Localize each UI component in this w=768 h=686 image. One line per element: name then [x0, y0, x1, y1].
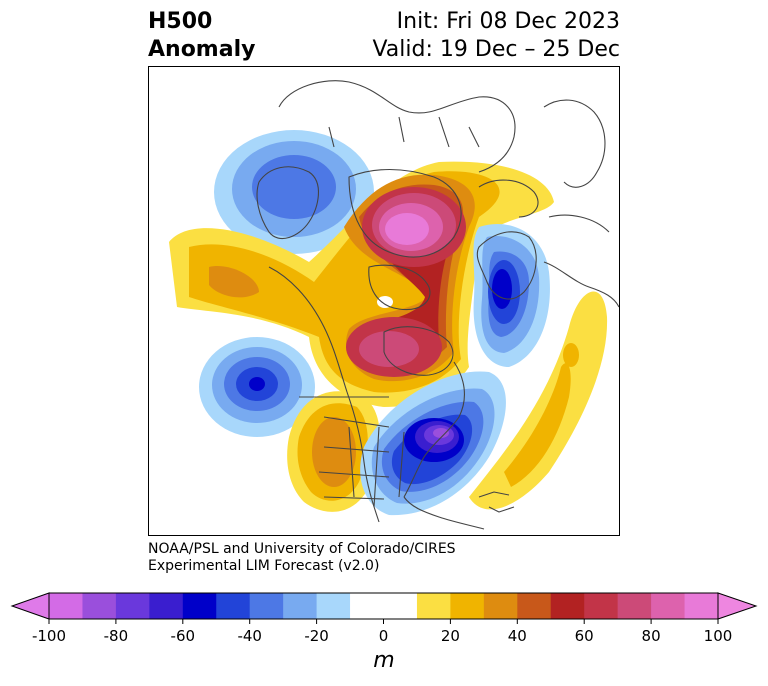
colorbar-swatch [316, 593, 351, 619]
colorbar-unit-label: m [373, 648, 395, 673]
credit-line-1: NOAA/PSL and University of Colorado/CIRE… [148, 541, 456, 557]
coastlines [256, 80, 619, 530]
anomaly-atlantic-ridge [469, 291, 608, 510]
colorbar-tick-label: 0 [379, 627, 389, 645]
colorbar-tick-label: -40 [237, 627, 262, 645]
date-info: Init: Fri 08 Dec 2023 Valid: 19 Dec – 25… [372, 8, 620, 64]
colorbar-swatch [550, 593, 585, 619]
colorbar-swatch [584, 593, 619, 619]
anomaly-northern-ridge [169, 161, 554, 407]
anomaly-pacific-low [199, 337, 315, 437]
credit-text: NOAA/PSL and University of Colorado/CIRE… [148, 541, 456, 575]
colorbar-swatch [517, 593, 552, 619]
colorbar-tick-label: 80 [642, 627, 661, 645]
colorbar-swatch [283, 593, 318, 619]
anomaly-western-canada-low [214, 130, 374, 254]
colorbar-tick-label: 100 [704, 627, 733, 645]
colorbar-svg: -100 -80 -60 -40 -20 0 20 40 60 80 100 [10, 592, 758, 645]
variable-label: H500 [148, 9, 213, 34]
map-title: H500 Anomaly [148, 8, 255, 64]
colorbar-swatch [249, 593, 284, 619]
colorbar-over-arrow [717, 592, 758, 620]
colorbar-swatch [49, 593, 83, 619]
colorbar-tick-label: 40 [508, 627, 527, 645]
colorbar-tick-label: 60 [575, 627, 594, 645]
colorbar-swatch [216, 593, 251, 619]
colorbar-swatch [350, 593, 384, 619]
colorbar-tick-label: -80 [104, 627, 129, 645]
anomaly-western-us-ridge [287, 391, 380, 512]
colorbar-tick-label: 20 [441, 627, 460, 645]
colorbar-swatch [617, 593, 652, 619]
colorbar-swatch [115, 593, 150, 619]
colorbar-swatch [416, 593, 451, 619]
colorbar-swatch [149, 593, 184, 619]
subtitle-label: Anomaly [148, 37, 256, 62]
colorbar-swatch [182, 593, 217, 619]
valid-range: Valid: 19 Dec – 25 Dec [372, 37, 620, 62]
colorbar-swatch [684, 593, 719, 619]
colorbar-tick-label: -100 [32, 627, 66, 645]
map-svg [169, 80, 619, 530]
credit-line-2: Experimental LIM Forecast (v2.0) [148, 558, 380, 574]
colorbar-tick-label: -60 [171, 627, 196, 645]
colorbar-swatch [483, 593, 518, 619]
anomaly-east-greenland-low [473, 224, 550, 367]
colorbar: -100 -80 -60 -40 -20 0 20 40 60 80 100 [0, 588, 768, 678]
colorbar-under-arrow [10, 592, 50, 620]
anomaly-map [148, 66, 620, 536]
init-date: Init: Fri 08 Dec 2023 [396, 9, 620, 34]
colorbar-swatch [82, 593, 117, 619]
colorbar-swatch [651, 593, 686, 619]
colorbar-tick-label: -20 [304, 627, 329, 645]
colorbar-swatch [383, 593, 418, 619]
colorbar-swatch [450, 593, 485, 619]
